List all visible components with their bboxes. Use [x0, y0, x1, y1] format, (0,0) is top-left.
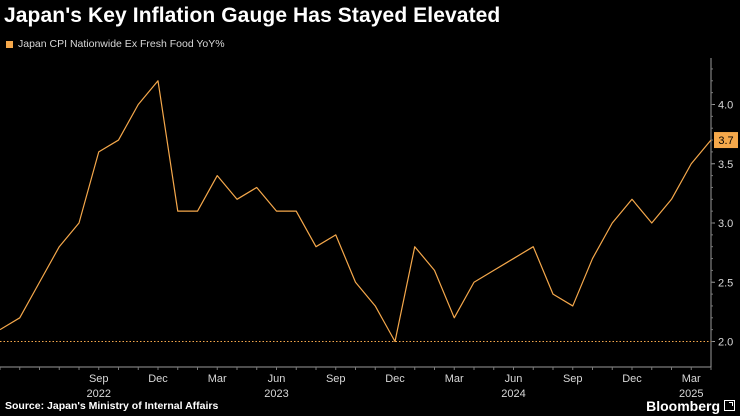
x-tick-label: Mar — [208, 373, 227, 385]
last-value-badge — [714, 132, 738, 149]
x-tick-label: Dec — [622, 373, 642, 385]
x-year-label: 2022 — [87, 388, 111, 400]
x-tick-label: Sep — [326, 373, 346, 385]
series-line — [0, 80, 712, 343]
y-tick-label: 3.5 — [718, 159, 733, 171]
x-tick-label: Sep — [89, 373, 109, 385]
legend: Japan CPI Nationwide Ex Fresh Food YoY% — [6, 38, 225, 50]
source-note: Source: Japan's Ministry of Internal Aff… — [5, 400, 219, 412]
y-tick-label: 4.0 — [718, 100, 733, 112]
chart-title: Japan's Key Inflation Gauge Has Stayed E… — [4, 4, 501, 27]
x-tick-label: Dec — [148, 373, 168, 385]
x-tick-label: Mar — [445, 373, 464, 385]
expand-icon[interactable] — [724, 400, 735, 411]
x-tick-label: Dec — [385, 373, 405, 385]
bloomberg-logo: Bloomberg — [646, 398, 720, 414]
x-tick-label: Sep — [563, 373, 583, 385]
x-tick-label: Mar — [682, 373, 701, 385]
x-year-label: 2023 — [264, 388, 288, 400]
x-year-label: 2025 — [679, 388, 703, 400]
x-year-label: 2024 — [501, 388, 525, 400]
legend-label: Japan CPI Nationwide Ex Fresh Food YoY% — [18, 38, 225, 50]
x-tick-label: Jun — [268, 373, 286, 385]
y-tick-label: 3.0 — [718, 218, 733, 230]
last-value-label: 3.7 — [718, 135, 733, 147]
y-tick-label: 2.0 — [718, 337, 733, 349]
x-tick-label: Jun — [505, 373, 523, 385]
y-tick-label: 2.5 — [718, 277, 733, 289]
legend-swatch — [6, 40, 13, 48]
